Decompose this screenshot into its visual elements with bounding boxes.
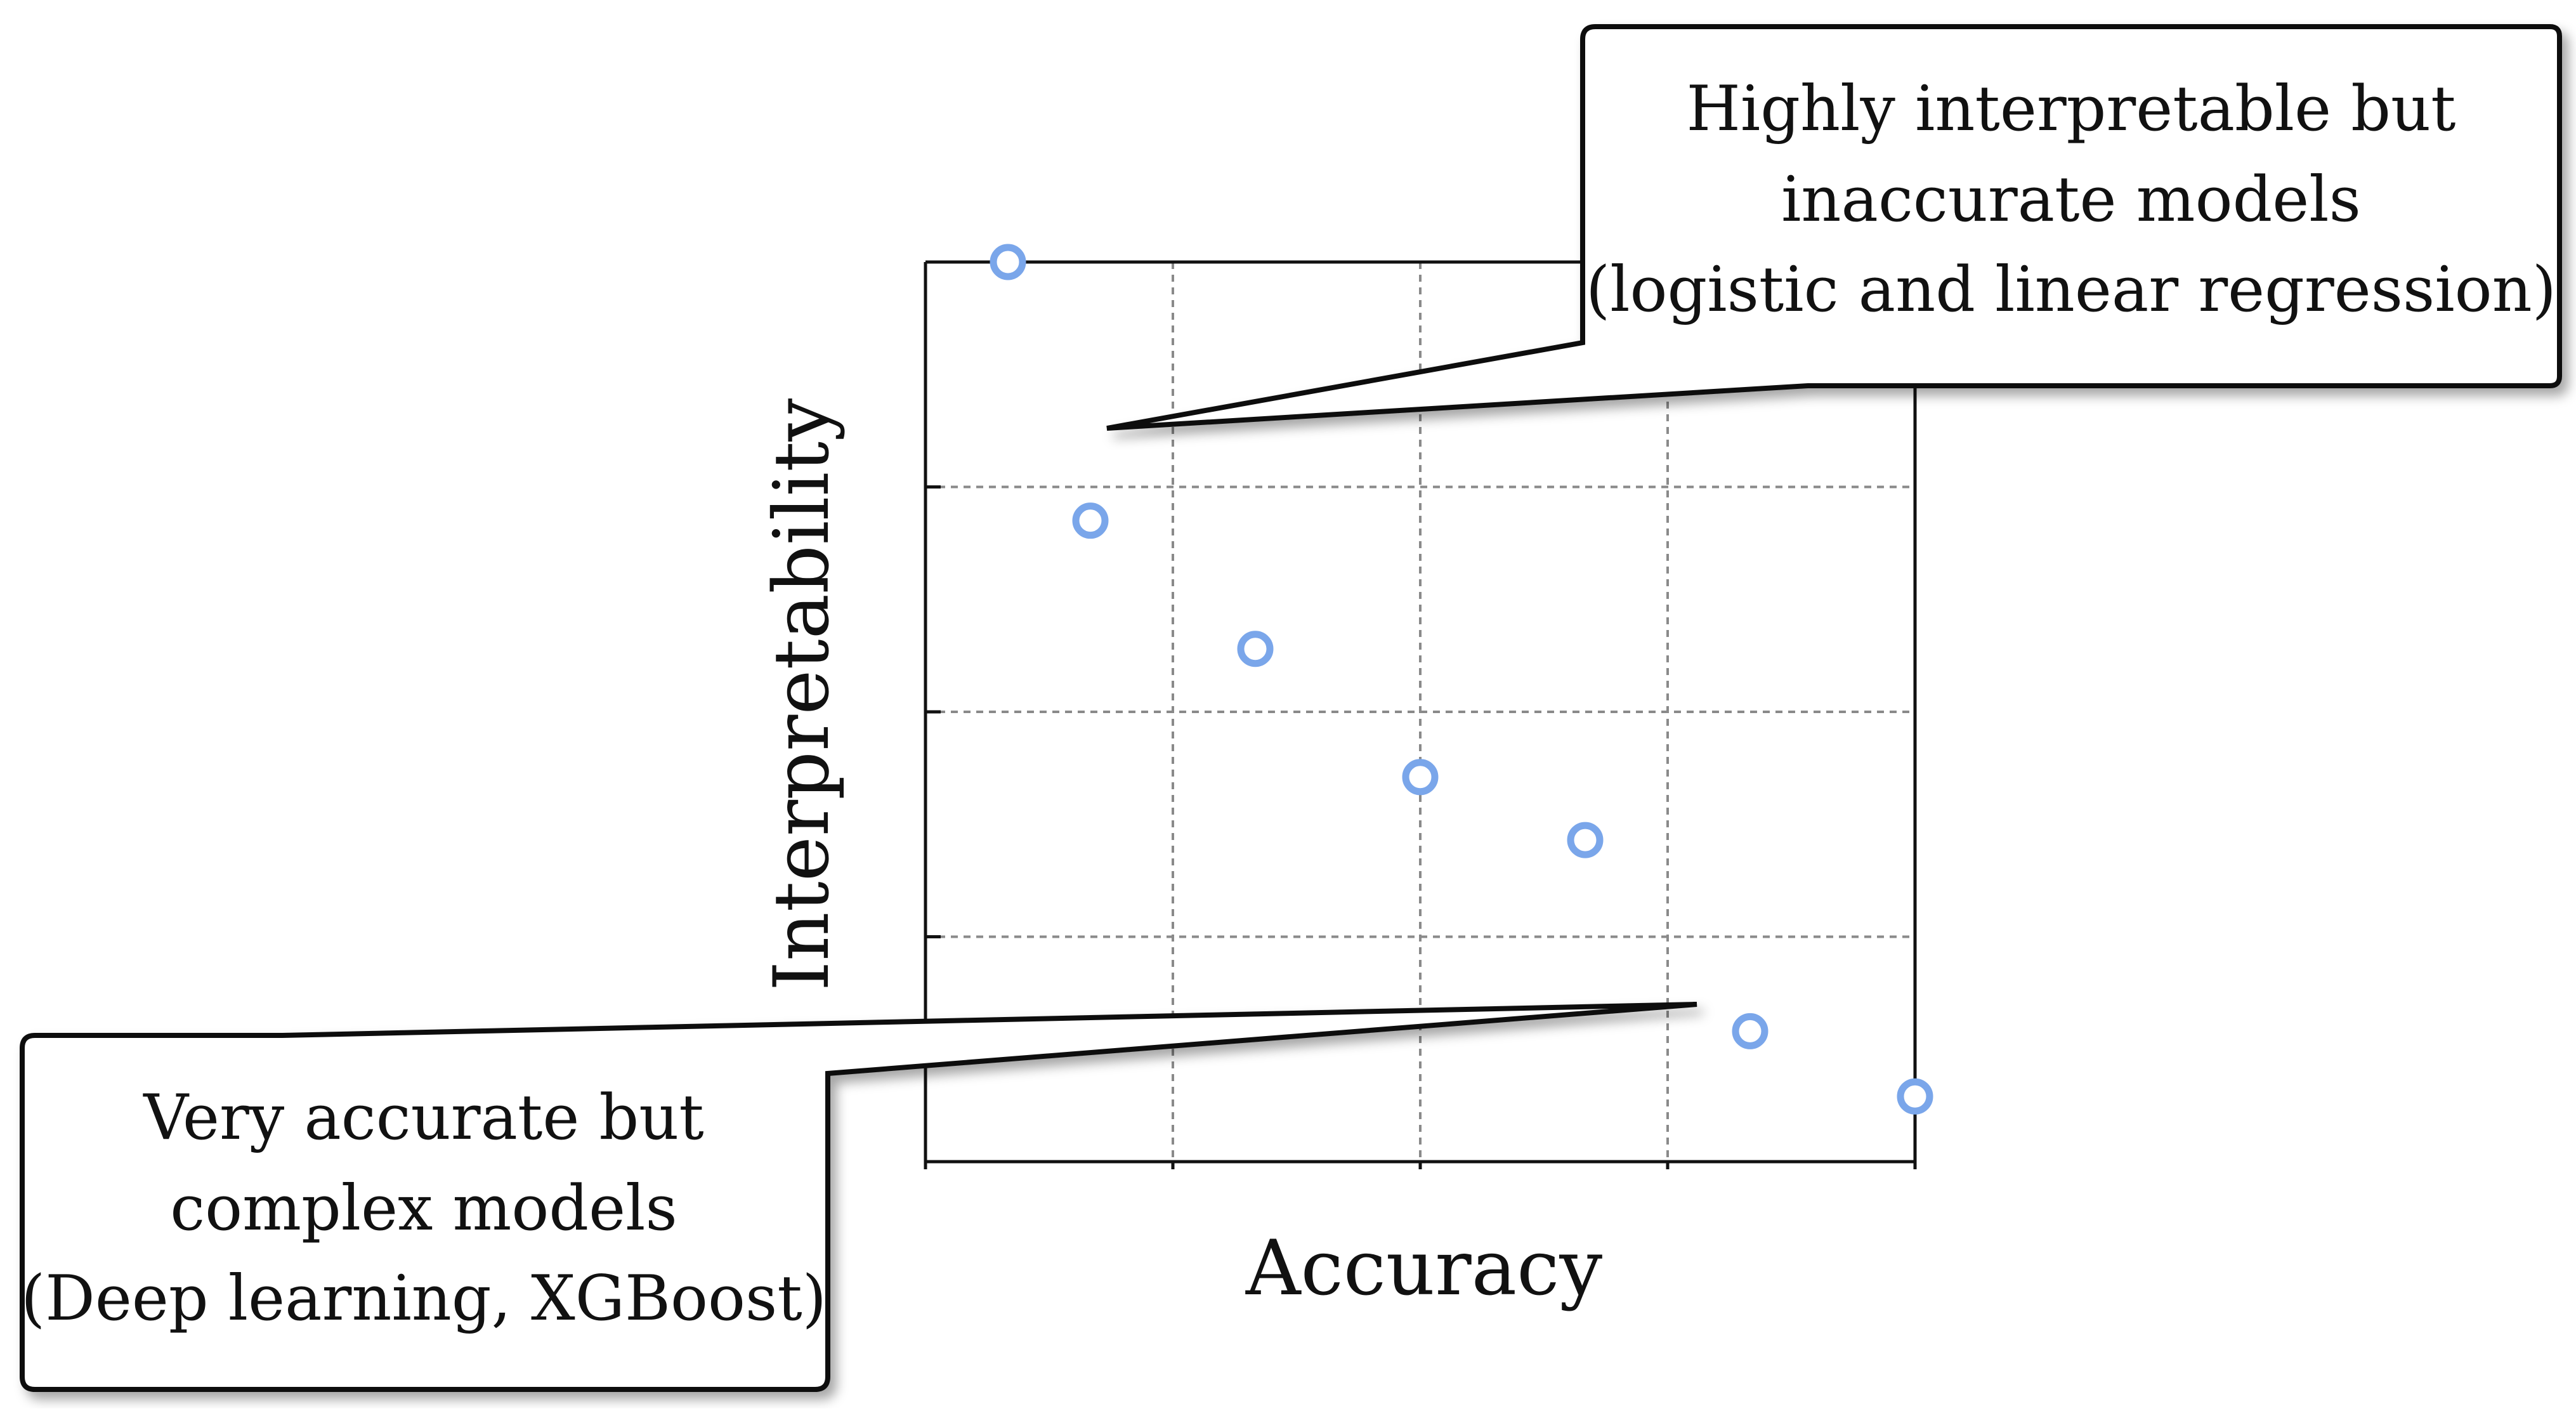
data-point (990, 244, 1026, 280)
callout-line: complex models (170, 1172, 677, 1245)
data-point (1402, 759, 1439, 796)
callout-line: (logistic and linear regression) (1586, 254, 2556, 326)
callout-line: inaccurate models (1781, 164, 2361, 236)
x-axis-label: Accuracy (1245, 1224, 1602, 1313)
callout-line: Very accurate but (143, 1082, 703, 1154)
data-point (1897, 1078, 1933, 1115)
data-point (1237, 631, 1274, 667)
callout-line: Highly interpretable but (1686, 73, 2455, 145)
callout-accurate-models: Very accurate but complex models (Deep l… (20, 1002, 1697, 1392)
y-axis-label: Interpretability (758, 398, 846, 991)
data-point (1732, 1013, 1769, 1049)
data-points (990, 244, 1933, 1115)
callout-interpretable-models: Highly interpretable but inaccurate mode… (1106, 24, 2562, 431)
data-point (1072, 502, 1109, 539)
callout-bubble (20, 1002, 1697, 1392)
axis-ticks (924, 260, 1917, 1169)
data-point (1567, 822, 1604, 858)
callout-line: (Deep learning, XGBoost) (21, 1263, 827, 1335)
callout-bubble (1106, 24, 2562, 431)
